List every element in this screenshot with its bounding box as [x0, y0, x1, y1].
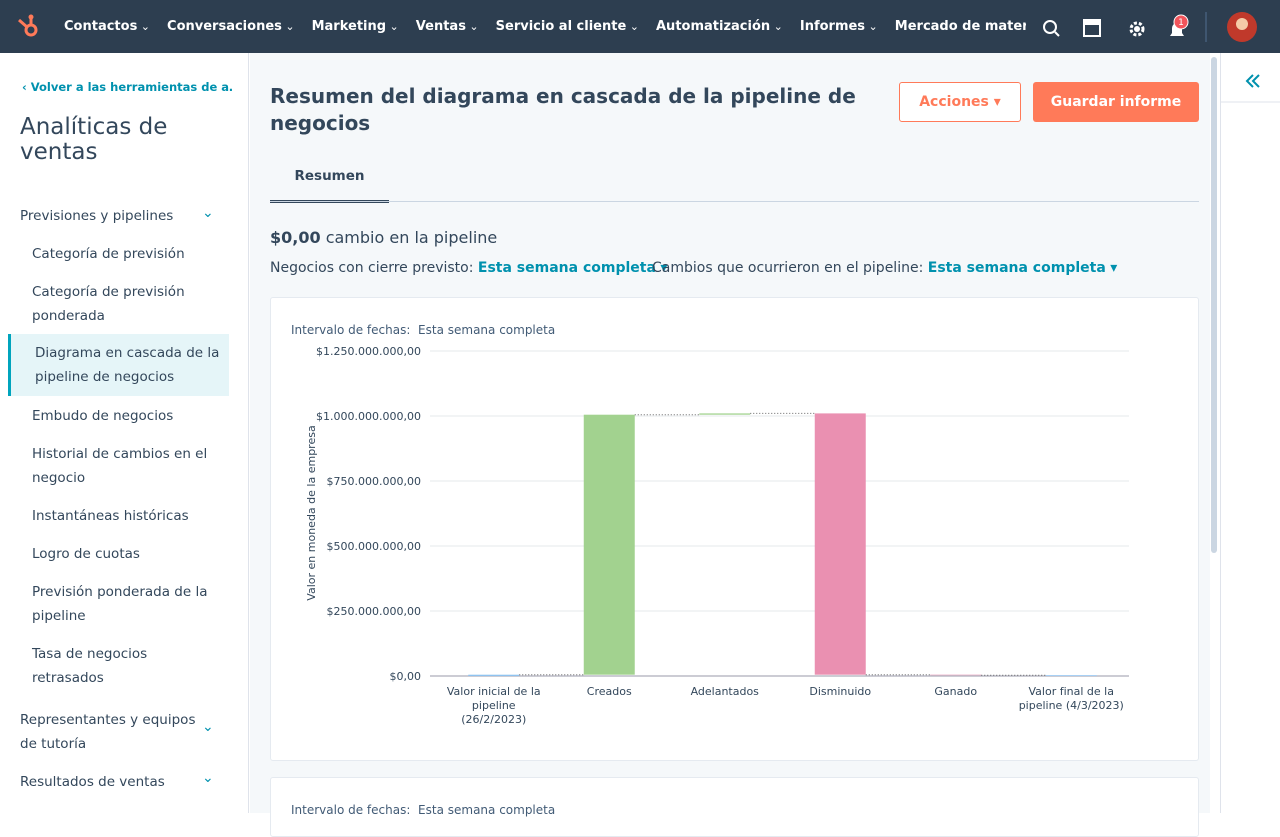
y-tick-label: $750.000.000,00 — [327, 475, 421, 488]
marketplace-icon[interactable] — [1083, 19, 1101, 37]
filter-value[interactable]: Esta semana completa — [477, 260, 656, 276]
notifications-icon[interactable]: 1 — [1170, 14, 1189, 36]
menu-item[interactable]: Previsión ponderada de la pipeline — [32, 584, 208, 624]
x-tick-label: Valor inicial de la pipeline (26/2/2023) — [446, 685, 541, 726]
menu-item[interactable]: Instantáneas históricas — [32, 508, 189, 524]
nav-item[interactable]: Servicio al cliente — [496, 19, 639, 34]
search-icon[interactable] — [1043, 20, 1060, 37]
filter[interactable]: Cambios que ocurrieron en el pipeline: E… — [652, 260, 1118, 276]
x-tick-label: Ganado — [934, 685, 978, 698]
page-title: Resumen del diagrama en cascada de la pi… — [270, 84, 856, 135]
bar — [583, 414, 635, 675]
body: Contactos Conversaciones Marketing Ventas Se… — [0, 0, 1280, 813]
top-nav: Contactos Conversaciones Marketing Ventas Se… — [0, 0, 1280, 53]
sidebar-title: Analíticas de ventas — [20, 114, 168, 165]
bar — [930, 674, 982, 676]
summary-text: cambio en la pipeline — [325, 228, 498, 247]
menu-item[interactable]: Logro de cuotas — [32, 546, 140, 562]
notification-count: 1 — [1178, 18, 1184, 28]
bar — [699, 413, 751, 415]
y-tick-label: $250.000.000,00 — [327, 605, 421, 618]
menu-item-active[interactable]: Diagrama en cascada de la pipeline de ne… — [8, 334, 229, 396]
x-tick-label: Valor final de la pipeline (4/3/2023) — [1018, 685, 1124, 712]
nav-item[interactable]: Conversaciones — [167, 19, 295, 34]
chevron[interactable]: ⌄ — [202, 770, 214, 786]
right-panel — [1220, 53, 1280, 813]
chart-card: Intervalo de fechas: Esta semana complet… — [270, 297, 1199, 761]
y-axis-label: Valor en moneda de la empresa — [305, 425, 318, 600]
x-tick-label: Adelantados — [690, 685, 759, 698]
date-range: Intervalo de fechas: Esta semana complet… — [291, 323, 555, 337]
filter-value[interactable]: Esta semana completa — [927, 260, 1106, 276]
section[interactable]: Representantes y equipos de tutoría — [20, 712, 196, 752]
menu-item[interactable]: Categoría de previsión — [32, 246, 185, 262]
chevron[interactable]: ⌄ — [202, 719, 214, 735]
filter-label: Cambios que ocurrieron en el pipeline: — [652, 260, 924, 276]
nav-item[interactable]: Marketing — [312, 19, 399, 34]
chart: Valor en moneda de la empresa $0,00 $250.… — [305, 345, 1129, 683]
bar — [1045, 675, 1097, 676]
bar — [468, 674, 520, 676]
save-button[interactable]: Guardar informe — [1033, 82, 1199, 122]
nav-item[interactable]: Automatización — [656, 19, 783, 34]
nav-item[interactable]: Mercado de materiales — [895, 19, 1026, 34]
summary-amount: $0,00 — [270, 228, 321, 247]
nav-item[interactable]: Informes — [800, 19, 878, 34]
x-tick-label: Creados — [586, 685, 632, 698]
settings-icon[interactable] — [1129, 21, 1145, 37]
nav-item[interactable]: Ventas — [416, 19, 479, 34]
nav-item[interactable]: Contactos — [64, 19, 150, 34]
back-link-text: Volver a las herramientas de a… — [30, 80, 232, 94]
x-tick-label: Disminuido — [809, 685, 872, 698]
date-range-label: Intervalo de fechas: — [291, 323, 411, 337]
section[interactable]: Resultados de ventas — [20, 774, 165, 790]
y-tick-label: $500.000.000,00 — [327, 540, 421, 553]
filter-label: Negocios con cierre previsto: — [270, 260, 474, 276]
nav-icons: 1 — [1043, 12, 1257, 42]
actions-button-text: Acciones — [919, 94, 989, 110]
menu-item[interactable]: Tasa de negocios retrasados — [32, 646, 148, 686]
summary: $0,00 cambio en la pipeline — [270, 228, 497, 247]
logo[interactable] — [0, 0, 53, 53]
back-link[interactable]: ‹ Volver a las herramientas de a… — [22, 80, 232, 94]
nav-items: Contactos Conversaciones Marketing Ventas Se… — [64, 0, 1026, 53]
menu-item[interactable]: Embudo de negocios — [32, 408, 174, 424]
y-tick-label: $1.000.000.000,00 — [316, 410, 421, 423]
actions-button[interactable]: Acciones ▾ — [899, 82, 1021, 122]
filter[interactable]: Negocios con cierre previsto: Esta seman… — [270, 260, 668, 276]
bar — [814, 413, 866, 675]
scrollbar[interactable] — [1211, 57, 1217, 553]
y-tick-label: $0,00 — [390, 670, 422, 683]
date-range-value: Esta semana completa — [418, 323, 556, 337]
collapse-icon[interactable] — [1221, 53, 1280, 103]
y-tick-label: $1.250.000.000,00 — [316, 345, 421, 358]
page: {"nav": {"items": ["Contactos", "Convers… — [0, 0, 1280, 813]
menu-item[interactable]: Historial de cambios en el negocio — [32, 446, 208, 486]
tab-divider — [270, 201, 1199, 202]
sidebar: ‹ Volver a las herramientas de a… Analít… — [0, 53, 249, 813]
section[interactable]: Previsiones y pipelines — [20, 208, 174, 224]
chevron[interactable]: ⌄ — [202, 205, 214, 221]
menu-item[interactable]: Categoría de previsión ponderada — [32, 284, 185, 324]
